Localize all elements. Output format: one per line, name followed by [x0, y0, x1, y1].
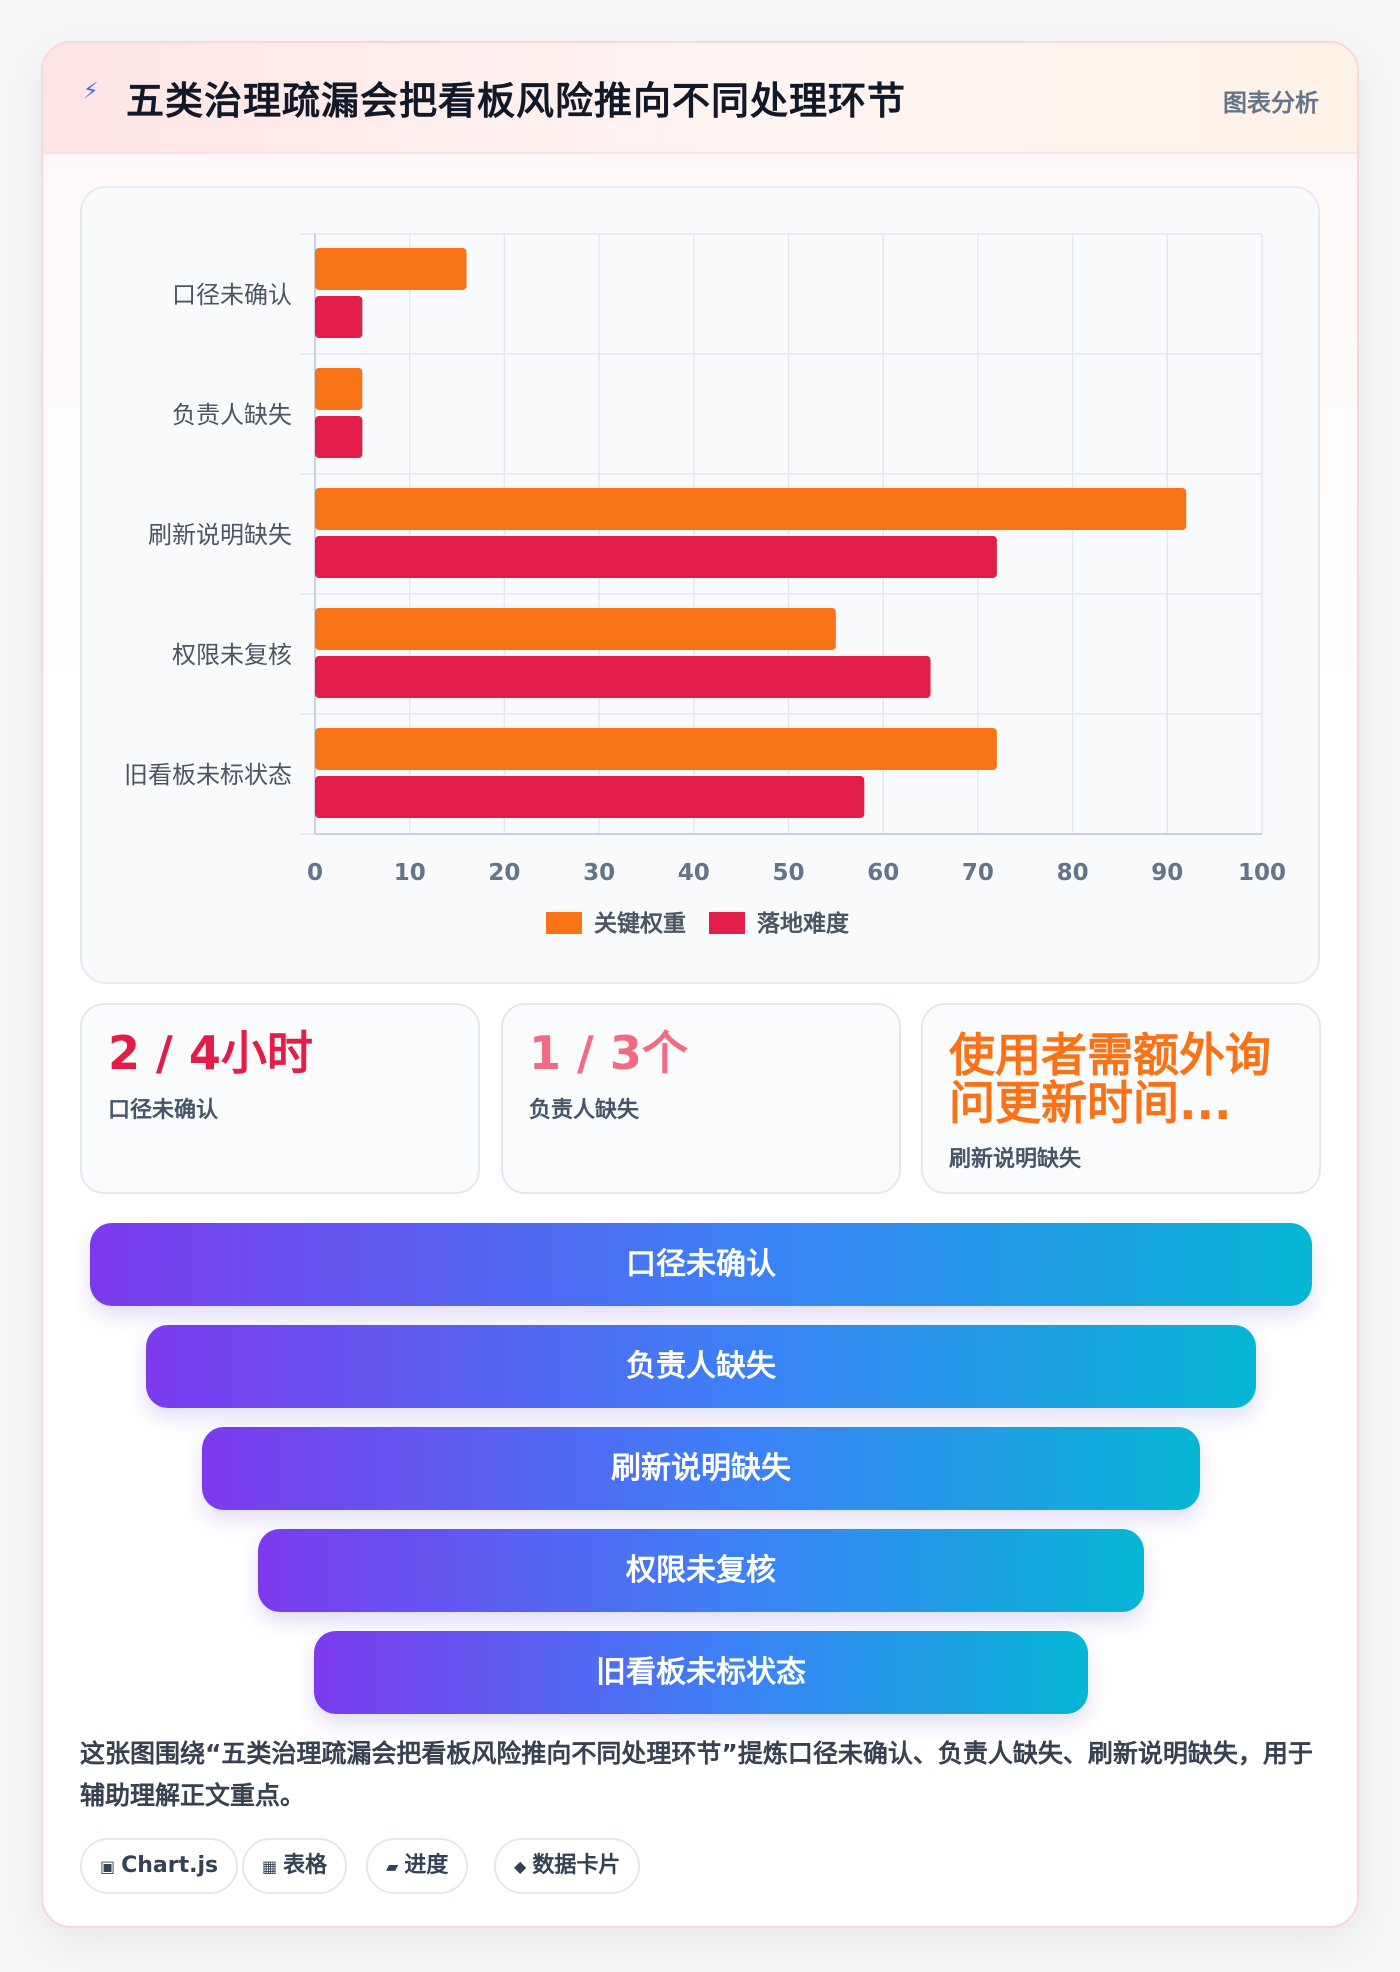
category-label: 旧看板未标状态 — [124, 761, 292, 789]
x-tick-label: 50 — [772, 860, 804, 886]
x-tick-label: 20 — [488, 860, 520, 886]
bar-weight — [315, 728, 997, 770]
x-tick-label: 90 — [1151, 860, 1183, 886]
x-tick-label: 40 — [678, 860, 710, 886]
chip-label: 数据卡片 — [532, 1853, 621, 1878]
chip-label: 进度 — [404, 1853, 449, 1878]
legend-label: 落地难度 — [757, 910, 850, 937]
category-label: 权限未复核 — [172, 641, 292, 669]
legend-swatch — [546, 912, 582, 934]
chip-label: Chart.js — [121, 1853, 219, 1878]
category-label: 刷新说明缺失 — [148, 521, 292, 549]
chip-data-card: ◆ 数据卡片 — [494, 1838, 641, 1894]
chip-table: ▦ 表格 — [242, 1838, 348, 1894]
x-tick-label: 70 — [962, 860, 994, 886]
chart-analysis-tag: 图表分析 — [1223, 89, 1319, 117]
stat-card: 1 / 3个 负责人缺失 — [501, 1003, 901, 1194]
x-tick-label: 10 — [394, 860, 426, 886]
bar-difficulty — [315, 536, 997, 578]
chip-chartjs: ▣ Chart.js — [80, 1838, 239, 1894]
bar-difficulty — [315, 296, 363, 338]
bar-weight — [315, 248, 467, 290]
legend-swatch — [709, 912, 745, 934]
stat-label: 负责人缺失 — [529, 1098, 640, 1123]
stat-value: 2 / 4小时 — [108, 1026, 313, 1080]
bolt-icon: ⚡ — [83, 79, 99, 104]
x-tick-label: 100 — [1238, 860, 1286, 886]
stat-value: 使用者需额外询问更新时间... — [949, 1028, 1271, 1130]
x-tick-label: 60 — [867, 860, 899, 886]
x-tick-label: 0 — [307, 860, 323, 886]
stat-label: 口径未确认 — [108, 1098, 219, 1123]
category-label: 口径未确认 — [172, 281, 292, 309]
bar-weight — [315, 608, 836, 650]
funnel-step: 负责人缺失 — [146, 1325, 1256, 1408]
chip-label: 表格 — [283, 1853, 328, 1878]
square-icon: ▣ — [100, 1857, 116, 1876]
funnel-step: 权限未复核 — [258, 1529, 1144, 1612]
grid-icon: ▦ — [262, 1857, 278, 1876]
progress-icon: ▰ — [386, 1857, 399, 1876]
card-header: ⚡ 五类治理疏漏会把看板风险推向不同处理环节 图表分析 — [43, 43, 1357, 154]
stat-card: 使用者需额外询问更新时间... 刷新说明缺失 — [921, 1003, 1321, 1194]
legend-label: 关键权重 — [594, 910, 686, 937]
bar-difficulty — [315, 416, 363, 458]
chart-description: 这张图围绕“五类治理疏漏会把看板风险推向不同处理环节”提炼口径未确认、负责人缺失… — [80, 1739, 1313, 1810]
page-title: 五类治理疏漏会把看板风险推向不同处理环节 — [126, 79, 907, 123]
category-label: 负责人缺失 — [172, 401, 292, 429]
stat-label: 刷新说明缺失 — [949, 1147, 1082, 1172]
bar-weight — [315, 368, 363, 410]
chip-progress: ▰ 进度 — [366, 1838, 469, 1894]
x-tick-label: 80 — [1057, 860, 1089, 886]
funnel-step: 口径未确认 — [90, 1223, 1312, 1306]
diamond-icon: ◆ — [514, 1857, 527, 1876]
funnel-step: 刷新说明缺失 — [202, 1427, 1200, 1510]
x-tick-label: 30 — [583, 860, 615, 886]
stat-card: 2 / 4小时 口径未确认 — [80, 1003, 480, 1194]
stat-value: 1 / 3个 — [529, 1026, 688, 1080]
chart-panel: 口径未确认负责人缺失刷新说明缺失权限未复核旧看板未标状态 0 10 20 30 40 50 6… — [80, 186, 1320, 984]
funnel-step: 旧看板未标状态 — [314, 1631, 1088, 1714]
report-card: ⚡ 五类治理疏漏会把看板风险推向不同处理环节 图表分析 口径未确认 负责人缺失 刷新… — [41, 41, 1359, 1928]
bar-weight — [315, 488, 1187, 530]
bar-difficulty — [315, 656, 931, 698]
bar-difficulty — [315, 776, 865, 818]
